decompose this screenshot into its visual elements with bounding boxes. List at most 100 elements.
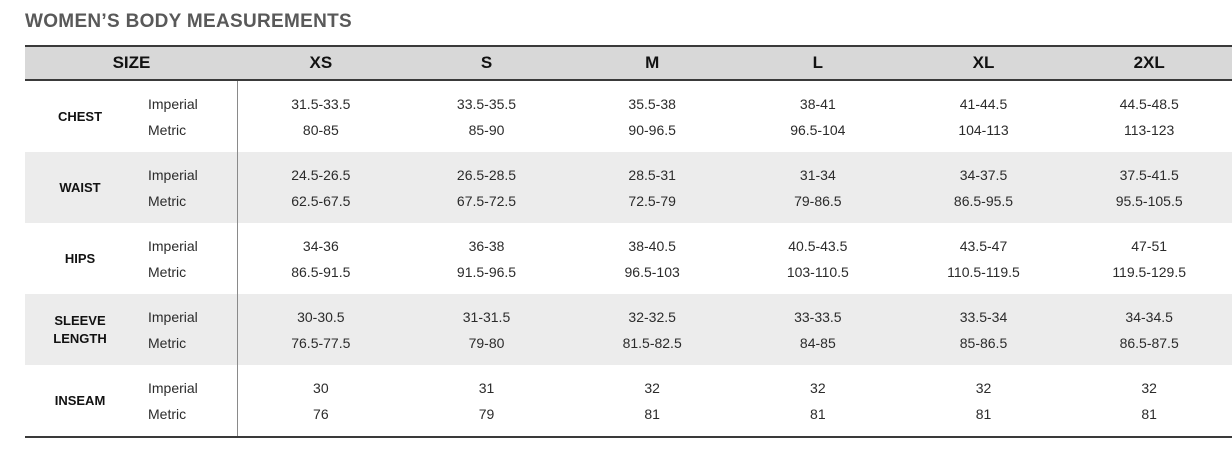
measurement-label: INSEAM	[54, 392, 106, 408]
table-row: WAIST Imperial Metric 24.5-26.5 62.5-67.5 26.…	[25, 152, 1232, 223]
measurement-value-cell: 24.5-26.5 62.5-67.5	[238, 152, 404, 223]
metric-value: 85-86.5	[959, 334, 1008, 351]
unit-label: Metric	[148, 192, 187, 209]
measurement-value-cell: 31-34 79-86.5	[735, 152, 901, 223]
metric-value: 119.5-129.5	[1112, 263, 1187, 280]
imperial-value: 24.5-26.5	[291, 166, 351, 183]
header-size-m: M	[645, 53, 660, 72]
header-size-column: SIZE	[112, 53, 151, 72]
unit-label: Metric	[148, 334, 187, 351]
measurement-value-cell: 33-33.5 84-85	[735, 294, 901, 365]
imperial-value: 33-33.5	[794, 308, 842, 325]
table-row: HIPS Imperial Metric 34-36 86.5-91.5 36-38 91.…	[25, 223, 1232, 294]
imperial-value: 44.5-48.5	[1119, 95, 1179, 112]
imperial-value: 31-34	[799, 166, 836, 183]
measurement-value-cell: 34-37.5 86.5-95.5	[901, 152, 1067, 223]
measurement-label: WAIST	[59, 179, 101, 195]
measurement-value-cell: 32 81	[1066, 365, 1232, 436]
metric-value: 104-113	[958, 121, 1009, 138]
metric-value: 81	[1141, 405, 1157, 422]
metric-value: 72.5-79	[628, 192, 676, 209]
unit-labels-cell: Imperial Metric	[135, 294, 238, 365]
metric-value: 80-85	[302, 121, 339, 138]
table-row: SLEEVE LENGTH Imperial Metric 30-30.5 76.5-7…	[25, 294, 1232, 365]
metric-value: 86.5-87.5	[1119, 334, 1179, 351]
measurement-value-cell: 43.5-47 110.5-119.5	[901, 223, 1067, 294]
imperial-value: 33.5-34	[959, 308, 1008, 325]
metric-value: 86.5-91.5	[291, 263, 351, 280]
metric-value: 79	[478, 405, 495, 422]
table-header-row: SIZE XS S M L XL 2XL	[25, 45, 1232, 81]
measurement-value-cell: 38-40.5 96.5-103	[569, 223, 735, 294]
header-size-s: S	[480, 53, 493, 72]
imperial-value: 34-34.5	[1125, 308, 1173, 325]
measurement-value-cell: 44.5-48.5 113-123	[1066, 81, 1232, 152]
metric-value: 103-110.5	[786, 263, 849, 280]
imperial-value: 43.5-47	[959, 237, 1008, 254]
metric-value: 79-80	[468, 334, 505, 351]
imperial-value: 32	[810, 379, 826, 396]
unit-label: Metric	[148, 263, 187, 280]
measurement-value-cell: 33.5-34 85-86.5	[901, 294, 1067, 365]
unit-labels-cell: Imperial Metric	[135, 152, 238, 223]
table-row: CHEST Imperial Metric 31.5-33.5 80-85 33.5-35…	[25, 81, 1232, 152]
metric-value: 90-96.5	[628, 121, 676, 138]
imperial-value: 31.5-33.5	[291, 95, 351, 112]
unit-labels-cell: Imperial Metric	[135, 365, 238, 436]
measurement-value-cell: 34-36 86.5-91.5	[238, 223, 404, 294]
unit-label: Imperial	[148, 379, 198, 396]
imperial-value: 31-31.5	[462, 308, 511, 325]
imperial-value: 40.5-43.5	[788, 237, 848, 254]
imperial-value: 41-44.5	[959, 95, 1008, 112]
measurement-label: HIPS	[64, 250, 96, 266]
measurement-value-cell: 38-41 96.5-104	[735, 81, 901, 152]
measurement-value-cell: 30-30.5 76.5-77.5	[238, 294, 404, 365]
metric-value: 81	[644, 405, 660, 422]
table-body: CHEST Imperial Metric 31.5-33.5 80-85 33.5-35…	[25, 81, 1232, 438]
metric-value: 96.5-104	[790, 121, 846, 138]
metric-value: 81	[975, 405, 992, 422]
imperial-value: 31	[478, 379, 495, 396]
imperial-value: 47-51	[1131, 237, 1168, 254]
measurement-value-cell: 40.5-43.5 103-110.5	[735, 223, 901, 294]
imperial-value: 37.5-41.5	[1119, 166, 1179, 183]
metric-value: 76	[313, 405, 329, 422]
measurement-value-cell: 28.5-31 72.5-79	[569, 152, 735, 223]
measurement-value-cell: 32-32.5 81.5-82.5	[569, 294, 735, 365]
imperial-value: 38-40.5	[628, 237, 676, 254]
imperial-value: 34-36	[302, 237, 339, 254]
metric-value: 96.5-103	[624, 263, 680, 280]
unit-label: Imperial	[148, 95, 198, 112]
measurement-value-cell: 31.5-33.5 80-85	[238, 81, 404, 152]
metric-value: 62.5-67.5	[291, 192, 351, 209]
unit-label: Imperial	[148, 308, 198, 325]
metric-value: 79-86.5	[794, 192, 842, 209]
measurement-label: CHEST	[57, 108, 103, 124]
metric-value: 86.5-95.5	[953, 192, 1014, 209]
metric-value: 76.5-77.5	[291, 334, 351, 351]
imperial-value: 36-38	[468, 237, 505, 254]
measurement-value-cell: 32 81	[901, 365, 1067, 436]
measurement-value-cell: 31 79	[404, 365, 570, 436]
measurement-value-cell: 37.5-41.5 95.5-105.5	[1066, 152, 1232, 223]
imperial-value: 33.5-35.5	[456, 95, 517, 112]
page-title: WOMEN’S BODY MEASUREMENTS	[25, 11, 353, 32]
measurement-label: SLEEVE LENGTH	[53, 312, 107, 346]
header-size-xl: XL	[972, 53, 995, 72]
header-size-2xl: 2XL	[1133, 53, 1165, 72]
metric-value: 110.5-119.5	[947, 263, 1020, 280]
measurement-value-cell: 47-51 119.5-129.5	[1066, 223, 1232, 294]
measurement-value-cell: 32 81	[569, 365, 735, 436]
metric-value: 84-85	[799, 334, 836, 351]
metric-value: 81	[810, 405, 826, 422]
measurement-value-cell: 35.5-38 90-96.5	[569, 81, 735, 152]
measurement-value-cell: 36-38 91.5-96.5	[404, 223, 570, 294]
imperial-value: 26.5-28.5	[456, 166, 517, 183]
measurement-value-cell: 31-31.5 79-80	[404, 294, 570, 365]
unit-labels-cell: Imperial Metric	[135, 223, 238, 294]
measurements-table: SIZE XS S M L XL 2XL CHEST Imperial Metric 31.5-3…	[25, 45, 1232, 438]
measurement-value-cell: 26.5-28.5 67.5-72.5	[404, 152, 570, 223]
imperial-value: 32-32.5	[628, 308, 676, 325]
unit-labels-cell: Imperial Metric	[135, 81, 238, 152]
imperial-value: 32	[644, 379, 660, 396]
